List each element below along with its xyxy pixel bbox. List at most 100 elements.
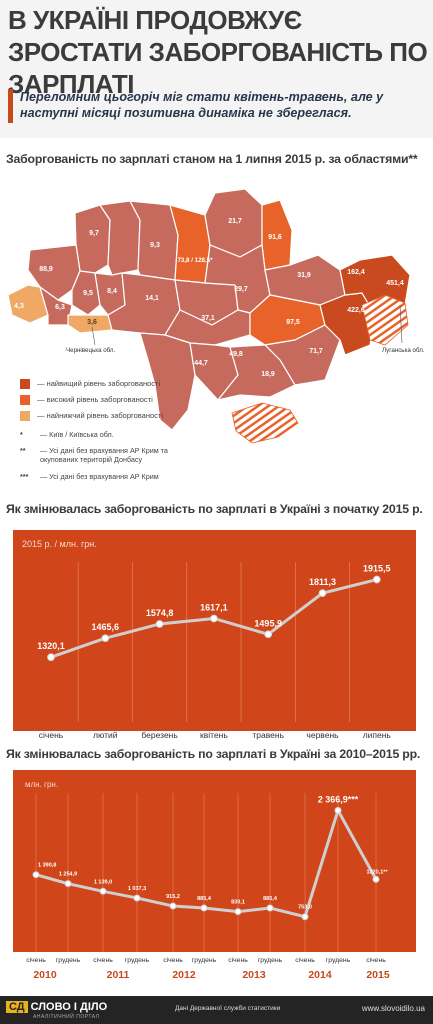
chart2-year-label: 2011 — [107, 969, 130, 981]
legend-label-high: — високий рівень заборгованості — [37, 395, 153, 404]
callout-luhansk: Луганська обл. — [382, 347, 425, 354]
subtitle-accent-bar — [8, 89, 13, 123]
chart2-background — [13, 770, 416, 952]
chart2-year-label: 2014 — [308, 969, 332, 981]
header: В УКРАЇНІ ПРОДОВЖУЄ ЗРОСТАТИ ЗАБОРГОВАНІ… — [0, 0, 433, 138]
region-odesa — [139, 332, 196, 431]
map-label-sumy: 91,6 — [268, 234, 282, 241]
map-label-donetsk-free: 162,4 — [347, 269, 365, 276]
chart2-category-label: грудень — [56, 957, 81, 964]
chart1-point — [101, 634, 110, 643]
region-lviv — [27, 244, 81, 301]
chart2-point — [334, 806, 342, 814]
note-mark-2: ** — [20, 446, 26, 455]
crimea — [231, 402, 299, 444]
chart2-value-label: 1 254,9 — [59, 872, 77, 878]
chart2-category-label: січень — [228, 956, 248, 964]
chart1-category-label: червень — [306, 730, 339, 740]
footer: СД СЛОВО І ДІЛО АНАЛІТИЧНИЙ ПОРТАЛ Дані Д… — [0, 996, 433, 1024]
chart2-unit-label: млн. грн. — [25, 780, 58, 789]
chart1-value-label: 1574,8 — [146, 608, 174, 618]
legend-swatch-lowest — [20, 411, 30, 421]
map-label-kherson: 18,9 — [261, 371, 275, 378]
footer-logo-box: СД — [6, 1001, 28, 1013]
chart1-point — [155, 620, 164, 628]
footer-source: Дані Державної служби статистики — [175, 1005, 281, 1012]
chart-2010-2015: млн. грн. 1 390,81 254,9 1 139,0 1 037,3 91… — [13, 770, 416, 981]
chart2-year-label: 2010 — [33, 969, 57, 981]
legend-highest: — найвищий рівень заборгованості — [20, 379, 160, 389]
map-label-volyn: 9,7 — [89, 230, 99, 237]
chart1-value-label: 1320,1 — [37, 641, 65, 651]
map-label-zhytomyr: 9,3 — [150, 242, 160, 249]
map-label-kirovohrad: 44,7 — [194, 360, 208, 367]
chart2-value-label: 885,4 — [197, 896, 212, 902]
chart1-category-label: травень — [252, 730, 284, 740]
chart1-point — [372, 575, 381, 584]
map-label-luhansk-free: 451,4 — [386, 280, 404, 287]
note-text-2: — Усі дані без врахування АР Крим та оку… — [40, 446, 168, 464]
chart2-point — [301, 913, 309, 921]
legend-label-lowest: — найнижчий рівень заборгованості — [37, 411, 163, 420]
chart1-category-label: квітень — [200, 730, 228, 740]
chart2-value-label: 915,2 — [166, 894, 180, 900]
region-volyn — [74, 204, 111, 274]
map-label-donetsk: 422,6 — [347, 307, 365, 314]
occupied-donbas — [361, 294, 409, 346]
footer-url[interactable]: www.slovoidilo.ua — [361, 1004, 425, 1013]
chart2-category-label: січень — [93, 956, 113, 964]
map-label-ternopil: 9,5 — [83, 290, 93, 297]
map-label-ivano-frankivsk: 6,3 — [55, 304, 65, 311]
chart2-value-label: 885,4 — [263, 896, 278, 902]
note-crimea: *** — Усі дані без врахування АР Крим — [20, 472, 159, 481]
chart1-title: Як змінювалась заборгованість по зарплат… — [6, 502, 423, 516]
chart2-value-label: 1 037,3 — [128, 886, 146, 892]
chart2-category-label: січень — [366, 956, 386, 964]
map-label-mykolaiv: 49,8 — [229, 351, 243, 358]
chart2-value-label: 1 139,0 — [94, 879, 112, 885]
note-text-3: — Усі дані без врахування АР Крим — [40, 472, 159, 481]
chart2-category-label: січень — [163, 956, 183, 964]
footer-logo-text: СЛОВО І ДІЛО — [30, 1001, 108, 1013]
chart2-point — [169, 902, 177, 910]
legend-label-highest: — найвищий рівень заборгованості — [37, 379, 161, 388]
chart2-value-label: 830,1 — [231, 900, 245, 906]
chart2-point — [234, 908, 242, 916]
ukraine-map: 4,3 6,3 3,6 88,9 9,7 9,5 8,4 9,3 14,1 73… — [7, 188, 425, 444]
legend-swatch-high — [20, 395, 30, 405]
map-label-poltava: 29,7 — [234, 286, 248, 293]
footer-logo-sub: АНАЛІТИЧНИЙ ПОРТАЛ — [33, 1014, 100, 1020]
chart2-point — [200, 904, 208, 912]
map-label-dnipropetrovsk: 97,5 — [286, 319, 300, 326]
note-donbas: ** — Усі дані без врахування АР Крим та … — [20, 446, 200, 464]
chart2-point — [64, 880, 72, 888]
chart2-category-label: грудень — [125, 957, 150, 964]
chart1-point — [318, 589, 327, 598]
chart2-point — [32, 871, 40, 879]
map-label-chernihiv: 21,7 — [228, 218, 242, 225]
chart2-value-label: 2 366,9*** — [318, 794, 359, 804]
chart2-year-label: 2015 — [366, 969, 390, 981]
chart1-value-label: 1495,9 — [254, 618, 282, 628]
chart2-year-label: 2013 — [242, 969, 266, 981]
chart1-point — [47, 653, 55, 662]
chart1-value-label: 1617,1 — [200, 602, 228, 612]
chart1-category-label: липень — [363, 730, 392, 740]
chart1-point — [264, 630, 273, 639]
map-label-cherkasy: 37,1 — [201, 315, 215, 322]
note-mark-1: * — [20, 430, 23, 439]
chart2-point — [266, 904, 274, 912]
chart1-value-label: 1811,3 — [309, 577, 336, 587]
map-title: Заборгованість по зарплаті станом на 1 л… — [6, 152, 418, 166]
chart2-category-label: грудень — [192, 957, 217, 964]
chart-2015: 2015 р. / млн. грн. 1320,1 1465,6 1574,8 16… — [13, 530, 416, 740]
legend-high: — високий рівень заборгованості — [20, 395, 153, 405]
note-text-1: — Київ / Київська обл. — [40, 430, 114, 439]
chart1-point — [210, 614, 218, 623]
chart2-value-label: 753,0 — [298, 905, 312, 911]
chart2-value-label: 1320,1** — [366, 869, 388, 875]
chart2-year-label: 2012 — [172, 969, 196, 981]
chart2-value-label: 1 390,8 — [38, 863, 56, 869]
main-title: В УКРАЇНІ ПРОДОВЖУЄ ЗРОСТАТИ ЗАБОРГОВАНІ… — [8, 5, 428, 99]
chart2-title: Як змінювалась заборгованість по зарплат… — [6, 747, 421, 761]
